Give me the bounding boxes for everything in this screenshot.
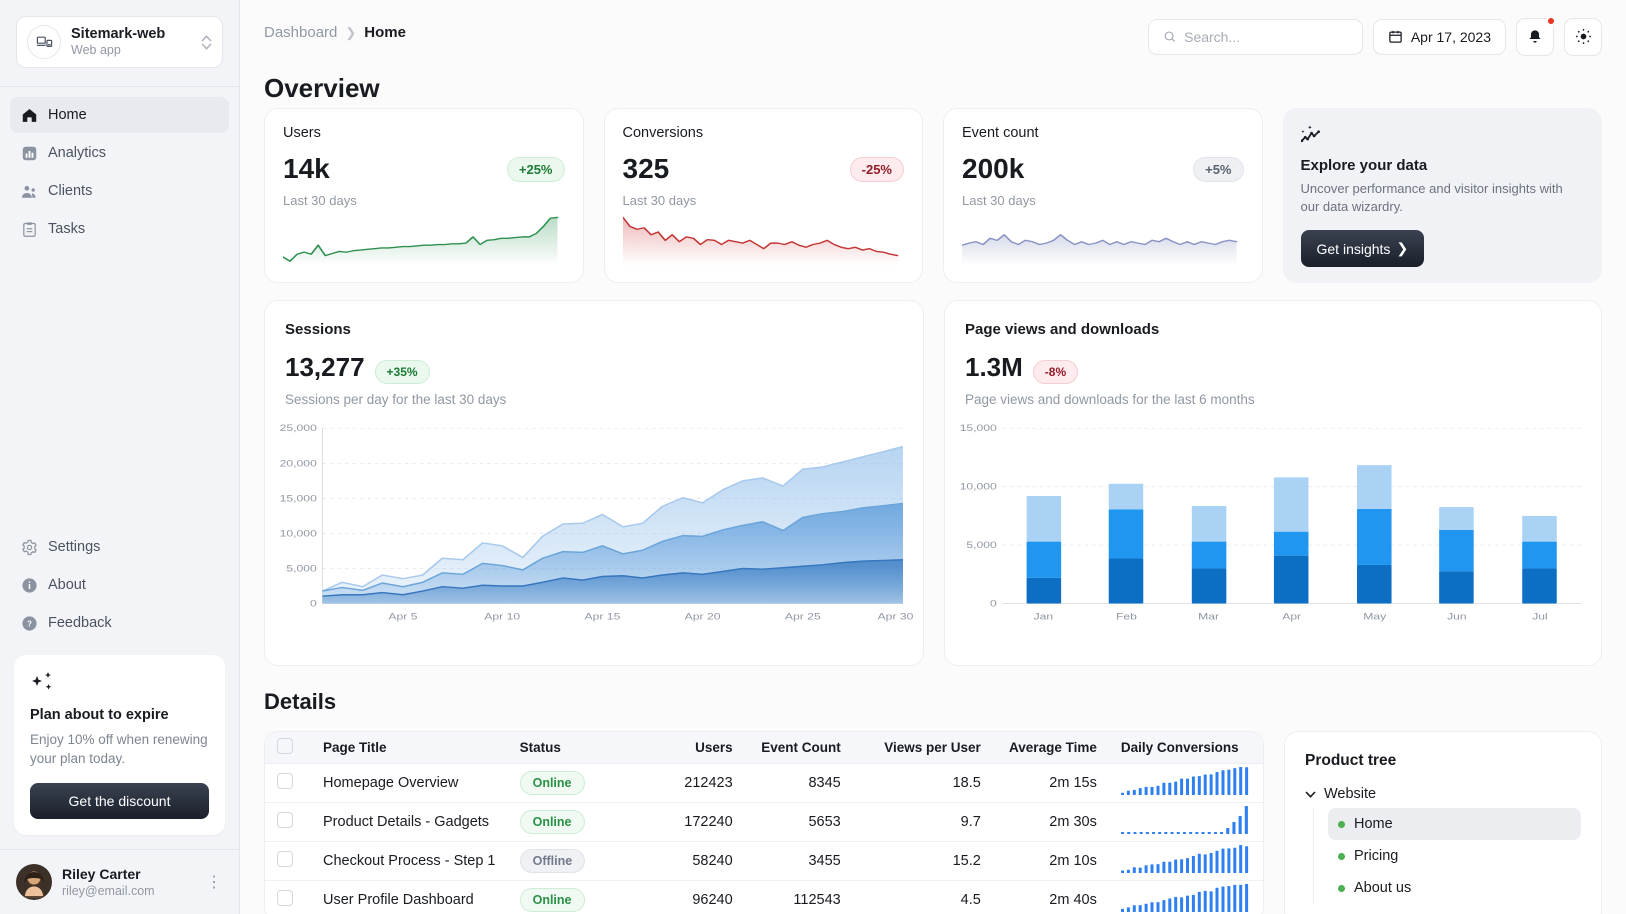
svg-text:5,000: 5,000 (286, 564, 316, 574)
svg-text:10,000: 10,000 (280, 529, 317, 539)
svg-text:May: May (1363, 612, 1387, 622)
svg-text:Apr 10: Apr 10 (484, 612, 520, 622)
svg-text:Apr 30: Apr 30 (878, 612, 914, 622)
svg-text:?: ? (27, 619, 32, 628)
svg-text:Jan: Jan (1034, 612, 1054, 622)
svg-text:Jul: Jul (1532, 612, 1547, 622)
svg-text:Apr 20: Apr 20 (685, 612, 721, 622)
svg-text:0: 0 (310, 599, 317, 609)
svg-text:15,000: 15,000 (960, 423, 997, 433)
svg-text:25,000: 25,000 (280, 423, 317, 433)
svg-text:Apr 5: Apr 5 (388, 612, 417, 622)
svg-text:10,000: 10,000 (960, 482, 997, 492)
svg-text:0: 0 (990, 599, 997, 609)
svg-text:5,000: 5,000 (966, 540, 996, 550)
svg-text:Feb: Feb (1116, 612, 1137, 622)
svg-text:Mar: Mar (1198, 612, 1219, 622)
svg-text:Apr: Apr (1282, 612, 1301, 622)
svg-text:Apr 15: Apr 15 (584, 612, 620, 622)
svg-text:15,000: 15,000 (280, 493, 317, 503)
svg-text:20,000: 20,000 (280, 458, 317, 468)
svg-text:Apr 25: Apr 25 (785, 612, 821, 622)
svg-text:Jun: Jun (1447, 612, 1467, 622)
